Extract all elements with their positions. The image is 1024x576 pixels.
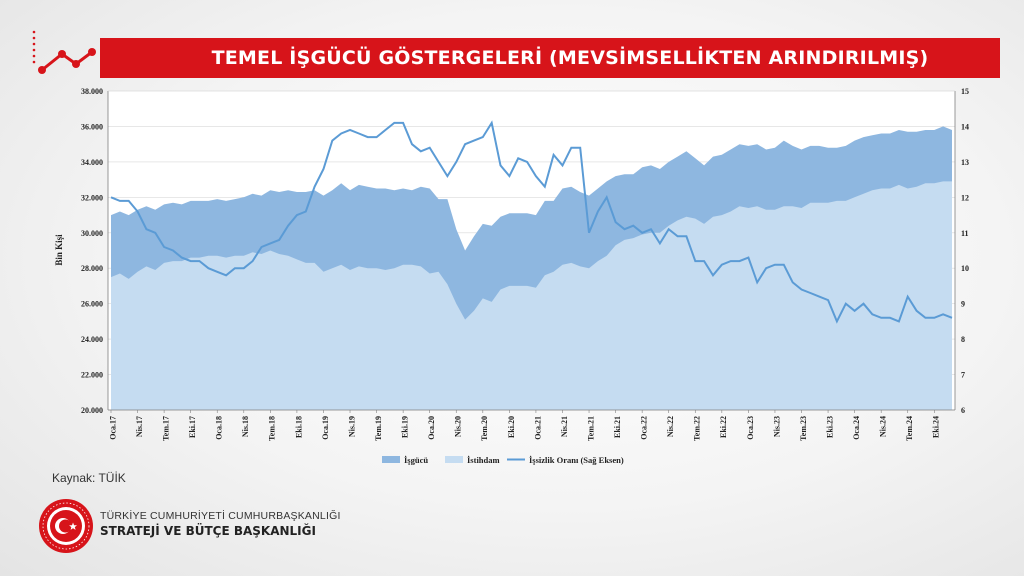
y-tick-label: 26.000 bbox=[81, 300, 103, 309]
x-tick-label: Oca.17 bbox=[108, 416, 117, 440]
x-tick-label: Nis.22 bbox=[666, 416, 675, 437]
x-tick-label: Eki.20 bbox=[507, 416, 516, 438]
y-tick-label: 24.000 bbox=[81, 335, 103, 344]
org-name-line2: STRATEJİ VE BÜTÇE BAŞKANLIĞI bbox=[100, 524, 316, 538]
y-tick-label: 34.000 bbox=[81, 158, 103, 167]
x-tick-label: Eki.23 bbox=[825, 416, 834, 438]
x-tick-label: Tem.19 bbox=[374, 416, 383, 441]
x-tick-label: Oca.21 bbox=[533, 416, 542, 440]
x-tick-label: Oca.22 bbox=[640, 416, 649, 440]
x-tick-label: Eki.17 bbox=[188, 416, 197, 438]
y2-tick-label: 7 bbox=[961, 371, 965, 380]
legend-employment: İstihdam bbox=[445, 455, 500, 465]
legend-unemployment: İşsizlik Oranı (Sağ Eksen) bbox=[507, 455, 624, 465]
title-banner: TEMEL İŞGÜCÜ GÖSTERGELERİ (MEVSİMSELLİKT… bbox=[100, 38, 1000, 78]
legend-swatch bbox=[445, 456, 463, 463]
y2-tick-label: 13 bbox=[961, 158, 969, 167]
x-tick-label: Tem.23 bbox=[799, 416, 808, 441]
x-tick-label: Nis.23 bbox=[772, 416, 781, 437]
y-tick-label: 28.000 bbox=[81, 264, 103, 273]
y2-tick-label: 6 bbox=[961, 406, 965, 415]
legend-labor-force: İşgücü bbox=[382, 455, 428, 465]
x-tick-label: Tem.20 bbox=[480, 416, 489, 441]
x-tick-label: Nis.19 bbox=[347, 416, 356, 437]
x-tick-label: Eki.18 bbox=[294, 416, 303, 438]
y-tick-label: 38.000 bbox=[81, 87, 103, 96]
presidency-seal-icon bbox=[39, 499, 93, 553]
chart-line bbox=[110, 120, 953, 324]
y2-tick-label: 8 bbox=[961, 335, 965, 344]
x-tick-label: Eki.24 bbox=[932, 416, 941, 438]
x-tick-label: Tem.18 bbox=[268, 416, 277, 441]
x-tick-label: Nis.20 bbox=[454, 416, 463, 437]
x-tick-label: Oca.19 bbox=[321, 416, 330, 440]
legend-label: İşgücü bbox=[404, 455, 428, 465]
legend-swatch bbox=[382, 456, 400, 463]
x-tick-label: Tem.17 bbox=[162, 416, 171, 441]
y-tick-label: 30.000 bbox=[81, 229, 103, 238]
x-tick-label: Oca.23 bbox=[746, 416, 755, 440]
legend-label: İşsizlik Oranı (Sağ Eksen) bbox=[529, 455, 624, 465]
x-tick-label: Oca.18 bbox=[215, 416, 224, 440]
employment-area bbox=[111, 181, 952, 410]
y-tick-label: 20.000 bbox=[81, 406, 103, 415]
y2-tick-label: 9 bbox=[961, 300, 965, 309]
x-tick-label: Nis.17 bbox=[135, 416, 144, 437]
unemployment-rate-line bbox=[110, 120, 953, 324]
page-title: TEMEL İŞGÜCÜ GÖSTERGELERİ (MEVSİMSELLİKT… bbox=[211, 47, 929, 69]
x-tick-label: Oca.24 bbox=[852, 416, 861, 440]
x-tick-label: Eki.22 bbox=[719, 416, 728, 438]
x-tick-label: Eki.21 bbox=[613, 416, 622, 438]
legend-label: İstihdam bbox=[467, 455, 500, 465]
x-tick-label: Tem.21 bbox=[586, 416, 595, 441]
org-name-line1: TÜRKİYE CUMHURİYETİ CUMHURBAŞKANLIĞI bbox=[100, 510, 341, 522]
y2-tick-label: 10 bbox=[961, 264, 969, 273]
y2-tick-label: 11 bbox=[961, 229, 969, 238]
source-note: Kaynak: TÜİK bbox=[52, 471, 126, 485]
x-tick-label: Eki.19 bbox=[401, 416, 410, 438]
chart-legend: İşgücü İstihdam İşsizlik Oranı (Sağ Eksen) bbox=[382, 455, 624, 465]
chart-axes: 20.000 22.000 24.000 26.000 28.000 30.000 32.0… bbox=[81, 87, 969, 441]
x-tick-label: Nis.21 bbox=[560, 416, 569, 437]
x-tick-label: Nis.24 bbox=[879, 416, 888, 437]
y2-tick-label: 12 bbox=[961, 193, 969, 202]
x-tick-label: Oca.20 bbox=[427, 416, 436, 440]
y-tick-label: 22.000 bbox=[81, 371, 103, 380]
labor-indicators-chart: 20.000 22.000 24.000 26.000 28.000 30.000 32.0… bbox=[54, 87, 969, 465]
y-tick-label: 36.000 bbox=[81, 122, 103, 131]
y2-tick-label: 14 bbox=[961, 122, 969, 131]
chart-areas bbox=[111, 126, 952, 411]
trend-chart-icon bbox=[32, 30, 96, 74]
y-axis-label: Bin Kişi bbox=[54, 234, 64, 266]
y-tick-label: 32.000 bbox=[81, 193, 103, 202]
x-tick-label: Nis.18 bbox=[241, 416, 250, 437]
x-tick-label: Tem.24 bbox=[905, 416, 914, 441]
x-tick-label: Tem.22 bbox=[693, 416, 702, 441]
y2-tick-label: 15 bbox=[961, 87, 969, 96]
